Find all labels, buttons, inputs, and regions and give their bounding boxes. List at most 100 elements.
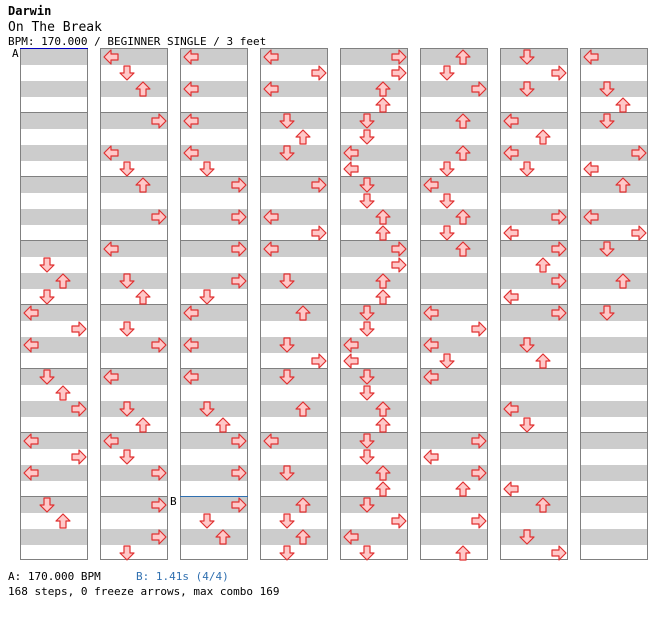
down-arrow-icon — [39, 289, 55, 305]
beat-band — [101, 49, 167, 65]
left-arrow-icon — [23, 337, 39, 353]
beat-band — [341, 145, 407, 161]
beat-band — [581, 145, 647, 161]
left-arrow-icon — [503, 145, 519, 161]
down-arrow-icon — [359, 321, 375, 337]
down-arrow-icon — [599, 241, 615, 257]
down-arrow-icon — [599, 81, 615, 97]
beat-band — [101, 529, 167, 545]
left-arrow-icon — [423, 449, 439, 465]
left-arrow-icon — [103, 49, 119, 65]
right-arrow-icon — [551, 209, 567, 225]
beat-band — [421, 433, 487, 449]
measure-column-3 — [180, 48, 248, 560]
right-arrow-icon — [391, 49, 407, 65]
beat-band — [501, 145, 567, 161]
measure-column-1 — [20, 48, 88, 560]
beat-band — [261, 401, 327, 417]
down-arrow-icon — [519, 49, 535, 65]
down-arrow-icon — [119, 401, 135, 417]
measure-divider — [581, 304, 647, 305]
beat-band — [581, 49, 647, 65]
measure-divider — [421, 176, 487, 177]
measure-divider — [421, 112, 487, 113]
up-arrow-icon — [455, 209, 471, 225]
beat-band — [21, 465, 87, 481]
beat-band — [101, 465, 167, 481]
beat-band — [181, 81, 247, 97]
down-arrow-icon — [599, 305, 615, 321]
beat-band — [261, 81, 327, 97]
beat-band — [581, 465, 647, 481]
right-arrow-icon — [551, 305, 567, 321]
beat-band — [501, 497, 567, 513]
measure-divider — [421, 240, 487, 241]
measure-divider — [181, 240, 247, 241]
down-arrow-icon — [439, 193, 455, 209]
left-arrow-icon — [263, 209, 279, 225]
measure-divider — [261, 432, 327, 433]
down-arrow-icon — [39, 257, 55, 273]
beat-band — [21, 209, 87, 225]
beat-band — [501, 433, 567, 449]
measure-column-7 — [500, 48, 568, 561]
left-arrow-icon — [583, 161, 599, 177]
right-arrow-icon — [71, 449, 87, 465]
down-arrow-icon — [359, 369, 375, 385]
measure-divider — [341, 240, 407, 241]
stop-marker-b-label: B — [170, 495, 177, 508]
measure-divider — [21, 112, 87, 113]
right-arrow-icon — [231, 241, 247, 257]
left-arrow-icon — [103, 433, 119, 449]
down-arrow-icon — [439, 225, 455, 241]
beat-band — [581, 369, 647, 385]
artist-name: Darwin — [8, 4, 52, 18]
measure-divider — [581, 240, 647, 241]
down-arrow-icon — [279, 113, 295, 129]
beat-band — [101, 177, 167, 193]
up-arrow-icon — [535, 353, 551, 369]
left-arrow-icon — [423, 337, 439, 353]
down-arrow-icon — [279, 465, 295, 481]
down-arrow-icon — [359, 177, 375, 193]
beat-band — [101, 433, 167, 449]
right-arrow-icon — [471, 433, 487, 449]
measure-divider — [101, 112, 167, 113]
left-arrow-icon — [343, 145, 359, 161]
right-arrow-icon — [551, 65, 567, 81]
beat-band — [421, 145, 487, 161]
up-arrow-icon — [135, 417, 151, 433]
right-arrow-icon — [631, 225, 647, 241]
beat-band — [101, 113, 167, 129]
beat-band — [181, 113, 247, 129]
right-arrow-icon — [231, 209, 247, 225]
measure-divider — [101, 496, 167, 497]
measure-divider — [581, 176, 647, 177]
up-arrow-icon — [375, 289, 391, 305]
beat-band — [421, 369, 487, 385]
beat-band — [261, 305, 327, 321]
down-arrow-icon — [279, 337, 295, 353]
measure-divider — [501, 176, 567, 177]
beat-band — [181, 337, 247, 353]
down-arrow-icon — [199, 401, 215, 417]
beat-band — [101, 241, 167, 257]
left-arrow-icon — [183, 337, 199, 353]
measure-divider — [421, 432, 487, 433]
left-arrow-icon — [23, 433, 39, 449]
measure-divider — [261, 240, 327, 241]
beat-band — [341, 209, 407, 225]
left-arrow-icon — [423, 369, 439, 385]
measure-column-6 — [420, 48, 488, 561]
right-arrow-icon — [551, 545, 567, 561]
measure-divider — [181, 432, 247, 433]
beat-band — [21, 81, 87, 97]
up-arrow-icon — [295, 529, 311, 545]
beat-band — [101, 145, 167, 161]
measure-divider — [261, 112, 327, 113]
up-arrow-icon — [535, 497, 551, 513]
right-arrow-icon — [231, 177, 247, 193]
beat-band — [21, 305, 87, 321]
measure-divider — [101, 304, 167, 305]
measure-column-4 — [260, 48, 328, 561]
